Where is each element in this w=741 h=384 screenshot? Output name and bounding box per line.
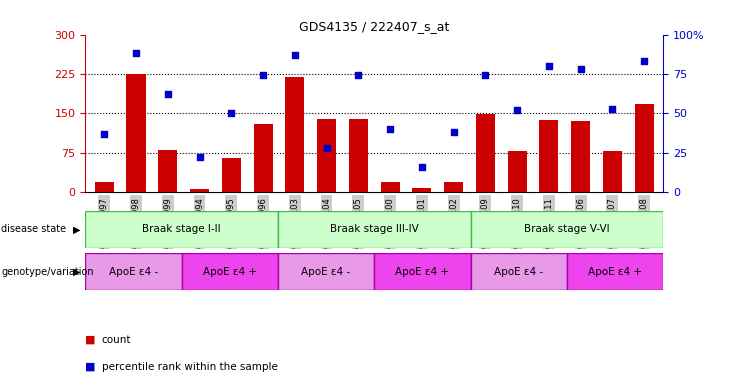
Title: GDS4135 / 222407_s_at: GDS4135 / 222407_s_at — [299, 20, 449, 33]
Text: ▶: ▶ — [73, 266, 80, 277]
Point — [99, 131, 110, 137]
Bar — [508, 151, 527, 192]
Bar — [278, 253, 374, 290]
Point — [575, 66, 587, 72]
Bar — [159, 150, 177, 192]
Text: count: count — [102, 335, 131, 345]
Point — [543, 63, 555, 69]
Text: Braak stage V-VI: Braak stage V-VI — [524, 224, 610, 235]
Point — [289, 52, 301, 58]
Bar — [190, 189, 209, 192]
Bar — [95, 182, 114, 192]
Bar — [603, 151, 622, 192]
Text: Braak stage I-II: Braak stage I-II — [142, 224, 221, 235]
Point — [511, 107, 523, 113]
Text: percentile rank within the sample: percentile rank within the sample — [102, 362, 277, 372]
Bar — [471, 253, 567, 290]
Bar — [374, 253, 471, 290]
Bar — [567, 253, 663, 290]
Text: genotype/variation: genotype/variation — [1, 266, 94, 277]
Point — [257, 73, 269, 79]
Bar — [634, 104, 654, 192]
Text: ApoE ε4 +: ApoE ε4 + — [588, 266, 642, 277]
Text: ApoE ε4 +: ApoE ε4 + — [396, 266, 449, 277]
Point — [384, 126, 396, 132]
Bar — [471, 211, 663, 248]
Text: ApoE ε4 -: ApoE ε4 - — [494, 266, 543, 277]
Bar — [381, 182, 399, 192]
Point — [130, 50, 142, 56]
Point — [638, 58, 650, 65]
Point — [416, 164, 428, 170]
Bar — [412, 188, 431, 192]
Point — [225, 110, 237, 116]
Text: ■: ■ — [85, 335, 96, 345]
Bar — [539, 119, 559, 192]
Bar — [222, 158, 241, 192]
Point — [193, 154, 205, 161]
Bar — [317, 119, 336, 192]
Text: ▶: ▶ — [73, 224, 80, 235]
Point — [353, 73, 365, 79]
Bar — [182, 253, 278, 290]
Point — [162, 91, 173, 98]
Point — [606, 106, 618, 112]
Bar — [278, 211, 471, 248]
Bar — [571, 121, 590, 192]
Text: ApoE ε4 +: ApoE ε4 + — [203, 266, 256, 277]
Text: Braak stage III-IV: Braak stage III-IV — [330, 224, 419, 235]
Text: ApoE ε4 -: ApoE ε4 - — [109, 266, 158, 277]
Text: ■: ■ — [85, 362, 96, 372]
Bar — [85, 253, 182, 290]
Bar — [349, 119, 368, 192]
Point — [448, 129, 459, 135]
Point — [479, 73, 491, 79]
Bar — [444, 182, 463, 192]
Bar — [476, 114, 495, 192]
Point — [321, 145, 333, 151]
Text: ApoE ε4 -: ApoE ε4 - — [302, 266, 350, 277]
Bar — [85, 211, 278, 248]
Bar — [285, 76, 305, 192]
Bar — [127, 74, 145, 192]
Text: disease state: disease state — [1, 224, 67, 235]
Bar — [253, 124, 273, 192]
